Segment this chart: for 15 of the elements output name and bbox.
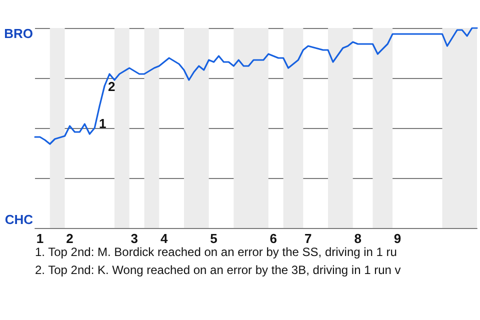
x-tick-label: 1 (36, 231, 44, 246)
x-tick-label: 6 (270, 231, 277, 246)
x-tick-label: 4 (160, 231, 169, 246)
x-tick-label: 5 (210, 231, 218, 246)
x-tick-label: 3 (130, 231, 138, 246)
x-tick-label: 9 (394, 231, 402, 246)
annotation: 2 (108, 79, 116, 94)
text: CHC (4, 212, 34, 227)
x-tick-label: 7 (304, 231, 312, 246)
x-tick-label: 8 (354, 231, 362, 246)
annotation: 1 (99, 116, 106, 131)
x-tick-label: 2 (66, 231, 74, 246)
text: 1. Top 2nd: M. Bordick reached on an error by the SS, driving in 1 ru (35, 245, 397, 259)
text: BRO (4, 26, 33, 41)
text: 2. Top 2nd: K. Wong reached on an error by the 3B, driving in 1 run v (35, 263, 401, 277)
